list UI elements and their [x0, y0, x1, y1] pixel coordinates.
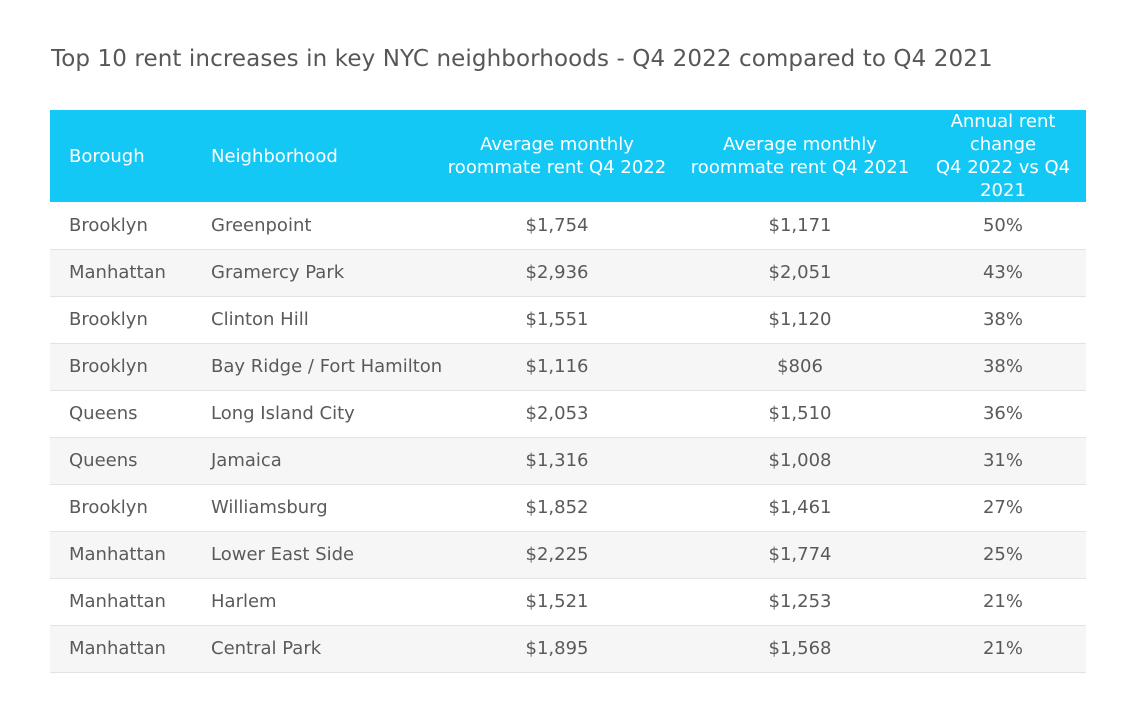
rent-q4-2021-cell: $1,461 — [768, 497, 832, 518]
neighborhood-cell: Gramercy Park — [211, 262, 345, 283]
borough-cell: Brooklyn — [69, 214, 148, 236]
rent-q4-2022-cell: $1,895 — [525, 638, 589, 659]
neighborhood-cell: Clinton Hill — [211, 309, 309, 330]
rent-q4-2021-cell: $1,171 — [768, 214, 832, 236]
header-rent-q4-2022-line-1: Average monthly — [480, 134, 634, 155]
header-borough: Borough — [50, 110, 192, 202]
table-row: Brooklyn Williamsburg $1,852 $1,461 27% — [50, 484, 1086, 531]
rent-q4-2022-cell: $1,521 — [525, 591, 589, 612]
rent-q4-2021-cell: $1,120 — [768, 309, 832, 330]
annual-change-cell: 38% — [982, 356, 1023, 377]
rent-q4-2022-cell: $1,116 — [525, 356, 589, 377]
borough-cell: Manhattan — [69, 591, 166, 612]
rent-q4-2021-cell: $1,253 — [768, 591, 832, 612]
rent-q4-2021-cell: $2,051 — [768, 262, 832, 283]
borough-cell: Brooklyn — [69, 309, 148, 330]
rent-q4-2022-cell: $1,754 — [525, 214, 589, 236]
header-rent-q4-2021: Average monthly roommate rent Q4 2021 — [680, 110, 920, 202]
header-rent-q4-2022-line-2: roommate rent Q4 2022 — [447, 157, 667, 178]
header-rent-q4-2021-line-2: roommate rent Q4 2021 — [690, 157, 910, 178]
rent-q4-2021-cell: $1,568 — [768, 638, 832, 659]
annual-change-cell: 38% — [982, 309, 1023, 330]
neighborhood-cell: Jamaica — [211, 450, 282, 471]
chart-title: Top 10 rent increases in key NYC neighbo… — [51, 46, 993, 72]
header-borough-line-1: Borough — [69, 145, 145, 167]
table-row: Queens Long Island City $2,053 $1,510 36% — [50, 390, 1086, 437]
neighborhood-cell: Bay Ridge / Fort Hamilton — [211, 356, 443, 377]
neighborhood-cell: Harlem — [211, 591, 277, 612]
neighborhood-cell: Greenpoint — [211, 214, 312, 236]
header-annual-change: Annual rent change Q4 2022 vs Q4 2021 — [920, 110, 1086, 202]
annual-change-cell: 31% — [982, 450, 1023, 471]
neighborhood-cell: Central Park — [211, 638, 322, 659]
rent-table: Borough Neighborhood Average monthly roo… — [50, 110, 1086, 673]
table-row: Manhattan Central Park $1,895 $1,568 21% — [50, 625, 1086, 672]
borough-cell: Queens — [69, 450, 138, 471]
borough-cell: Brooklyn — [69, 356, 148, 377]
neighborhood-cell: Lower East Side — [211, 544, 355, 565]
header-annual-change-line-2: Q4 2022 vs Q4 2021 — [935, 157, 1071, 201]
borough-cell: Brooklyn — [69, 497, 148, 518]
table-row: Brooklyn Clinton Hill $1,551 $1,120 38% — [50, 296, 1086, 343]
borough-cell: Manhattan — [69, 262, 166, 283]
rent-q4-2022-cell: $1,316 — [525, 450, 589, 471]
annual-change-cell: 36% — [982, 403, 1023, 424]
annual-change-cell: 27% — [982, 497, 1023, 518]
table-row: Manhattan Harlem $1,521 $1,253 21% — [50, 578, 1086, 625]
rent-q4-2022-cell: $2,936 — [525, 262, 589, 283]
table-row: Brooklyn Greenpoint $1,754 $1,171 50% — [50, 202, 1086, 249]
rent-q4-2022-cell: $1,551 — [525, 309, 589, 330]
neighborhood-cell: Long Island City — [211, 403, 355, 424]
annual-change-cell: 43% — [982, 262, 1023, 283]
header-row: Borough Neighborhood Average monthly roo… — [50, 110, 1086, 202]
header-rent-q4-2022: Average monthly roommate rent Q4 2022 — [434, 110, 680, 202]
rent-q4-2022-cell: $2,225 — [525, 544, 589, 565]
rent-q4-2021-cell: $1,774 — [768, 544, 832, 565]
annual-change-cell: 21% — [982, 591, 1023, 612]
rent-q4-2021-cell: $806 — [777, 356, 823, 377]
borough-cell: Manhattan — [69, 638, 166, 659]
rent-q4-2021-cell: $1,510 — [768, 403, 832, 424]
borough-cell: Queens — [69, 403, 138, 424]
neighborhood-cell: Williamsburg — [211, 497, 328, 518]
annual-change-cell: 21% — [982, 638, 1023, 659]
table-row: Brooklyn Bay Ridge / Fort Hamilton $1,116 $… — [50, 343, 1086, 390]
rent-q4-2022-cell: $1,852 — [525, 497, 589, 518]
table-body: Brooklyn Greenpoint $1,754 $1,171 50% Manhatt… — [50, 202, 1086, 672]
header-annual-change-line-1: Annual rent change — [950, 111, 1056, 155]
rent-q4-2021-cell: $1,008 — [768, 450, 832, 471]
table-row: Manhattan Lower East Side $2,225 $1,774 25% — [50, 531, 1086, 578]
table-header: Borough Neighborhood Average monthly roo… — [50, 110, 1086, 202]
annual-change-cell: 50% — [982, 214, 1023, 236]
table-row: Manhattan Gramercy Park $2,936 $2,051 43% — [50, 249, 1086, 296]
annual-change-cell: 25% — [982, 544, 1023, 565]
table-row: Queens Jamaica $1,316 $1,008 31% — [50, 437, 1086, 484]
header-neighborhood-line-1: Neighborhood — [211, 145, 338, 167]
borough-cell: Manhattan — [69, 544, 166, 565]
header-neighborhood: Neighborhood — [192, 110, 434, 202]
header-rent-q4-2021-line-1: Average monthly — [723, 134, 877, 155]
rent-q4-2022-cell: $2,053 — [525, 403, 589, 424]
